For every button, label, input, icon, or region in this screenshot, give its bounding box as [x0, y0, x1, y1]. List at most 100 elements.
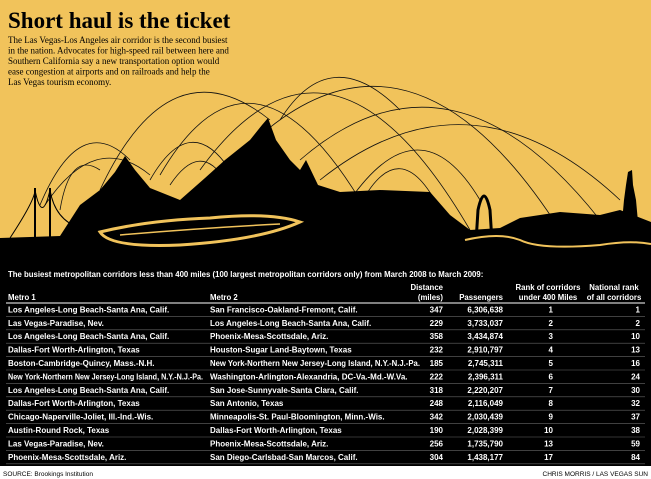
table-cell: 30	[631, 386, 640, 395]
column-header: Metro 1	[8, 293, 36, 302]
arcs	[39, 77, 621, 231]
table-cell: Dallas-Fort Worth-Arlington, Texas	[8, 346, 140, 355]
table-cell: Phoenix-Mesa-Scottsdale, Ariz.	[8, 453, 126, 462]
table-cell: 7	[549, 386, 554, 395]
table-cell: 358	[430, 332, 444, 341]
description-line: Southern California say a new transporta…	[8, 56, 220, 66]
table-cell: 10	[631, 332, 640, 341]
table-cell: 222	[430, 372, 444, 381]
table-cell: Chicago-Naperville-Joliet, Ill.-Ind.-Wis…	[8, 413, 153, 422]
table-cell: 1,735,790	[467, 439, 503, 448]
table-cell: 3,434,874	[467, 332, 503, 341]
table-cell: 2,116,049	[468, 399, 504, 408]
table-cell: 304	[430, 453, 444, 462]
description-line: in the nation. Advocates for high-speed …	[8, 46, 229, 56]
arch	[474, 194, 494, 243]
description: The Las Vegas-Los Angeles air corridor i…	[8, 35, 229, 87]
table-cell: 38	[631, 426, 640, 435]
table-cell: Dallas-Fort Worth-Arlington, Texas	[210, 426, 342, 435]
table-cell: 37	[631, 413, 640, 422]
column-header: Distance	[410, 283, 443, 292]
table-cell: Las Vegas-Paradise, Nev.	[8, 319, 104, 328]
table-cell: 59	[631, 439, 640, 448]
road	[97, 214, 305, 247]
silhouette	[0, 118, 651, 466]
table-cell: 84	[631, 453, 640, 462]
column-header: Rank of corridors	[516, 283, 582, 292]
column-header: Passengers	[459, 293, 503, 302]
table-cell: 13	[631, 346, 640, 355]
table-title: The busiest metropolitan corridors less …	[8, 270, 483, 279]
table-cell: 6	[549, 372, 554, 381]
table-cell: Phoenix-Mesa-Scottsdale, Ariz.	[210, 439, 328, 448]
table-cell: Minneapolis-St. Paul-Bloomington, Minn.-…	[210, 413, 385, 422]
table-cell: San Diego-Carlsbad-San Marcos, Calif.	[210, 453, 358, 462]
column-header: National rank	[589, 283, 639, 292]
table-cell: 2,030,439	[467, 413, 503, 422]
table-cell: 347	[430, 305, 444, 314]
table-cell: 342	[430, 413, 444, 422]
table-cell: 229	[430, 319, 444, 328]
table-cell: 3,733,037	[467, 319, 503, 328]
table-cell: New York-Northern New Jersey-Long Island…	[210, 359, 420, 368]
table-cell: 2,745,311	[468, 359, 504, 368]
table-cell: Los Angeles-Long Beach-Santa Ana, Calif.	[8, 305, 169, 314]
source: SOURCE: Brookings Institution	[3, 471, 93, 478]
table-cell: Los Angeles-Long Beach-Santa Ana, Calif.	[210, 319, 371, 328]
bridge	[9, 188, 81, 240]
description-line: Las Vegas tourism economy.	[8, 77, 111, 87]
column-header: Metro 2	[210, 293, 238, 302]
table-cell: 232	[430, 346, 444, 355]
table-cell: Houston-Sugar Land-Baytown, Texas	[210, 346, 352, 355]
table-cell: Washington-Arlington-Alexandria, DC-Va.-…	[210, 372, 407, 381]
table-cell: 2,220,207	[467, 386, 503, 395]
table-cell: 6,306,638	[467, 305, 503, 314]
description-line: ease congestion at airports and on railr…	[8, 67, 210, 77]
table-cell: 185	[430, 359, 444, 368]
table-cell: San Jose-Sunnyvale-Santa Clara, Calif.	[210, 386, 359, 395]
title: Short haul is the ticket	[8, 8, 231, 33]
table-cell: 1	[636, 305, 641, 314]
table-cell: 2	[636, 319, 641, 328]
statue	[622, 170, 638, 222]
table-cell: Boston-Cambridge-Quincy, Mass.-N.H.	[8, 359, 155, 368]
table-cell: Phoenix-Mesa-Scottsdale, Ariz.	[210, 332, 328, 341]
table-cell: 1,438,177	[467, 453, 503, 462]
table-cell: Dallas-Fort Worth-Arlington, Texas	[8, 399, 140, 408]
table-cell: 10	[544, 426, 553, 435]
table-cell: Las Vegas-Paradise, Nev.	[8, 439, 104, 448]
table-cell: 2,396,311	[468, 372, 504, 381]
table-cell: 248	[430, 399, 444, 408]
table-cell: 9	[549, 413, 554, 422]
table-cell: 2,028,399	[467, 426, 503, 435]
river	[464, 235, 651, 248]
table-cell: 32	[631, 399, 640, 408]
table: Metro 1 Metro 2 Distance(miles) Passengers R…	[6, 283, 645, 465]
table-cell: Austin-Round Rock, Texas	[8, 426, 110, 435]
table-cell: New York-Northern New Jersey-Long Island…	[8, 372, 203, 381]
table-cell: Los Angeles-Long Beach-Santa Ana, Calif.	[8, 386, 169, 395]
table-cell: Los Angeles-Long Beach-Santa Ana, Calif.	[8, 332, 169, 341]
train	[119, 223, 281, 236]
table-cell: 2	[549, 319, 554, 328]
table-cell: 256	[430, 439, 444, 448]
table-cell: 2,910,797	[467, 346, 503, 355]
column-header: under 400 Miles	[519, 293, 578, 302]
table-cell: 13	[544, 439, 553, 448]
table-cell: 16	[631, 359, 640, 368]
table-cell: San Antonio, Texas	[210, 399, 284, 408]
table-cell: 8	[549, 399, 554, 408]
table-cell: 4	[549, 346, 554, 355]
credit: CHRIS MORRIS / LAS VEGAS SUN	[543, 471, 649, 478]
table-cell: 1	[549, 305, 554, 314]
description-line: The Las Vegas-Los Angeles air corridor i…	[8, 35, 228, 45]
table-cell: 3	[549, 332, 554, 341]
table-cell: 5	[549, 359, 554, 368]
column-header: of all corridors	[587, 293, 642, 302]
table-cell: 318	[430, 386, 444, 395]
table-cell: San Francisco-Oakland-Fremont, Calif.	[210, 305, 358, 314]
table-cell: 17	[544, 453, 553, 462]
column-header: (miles)	[418, 293, 444, 302]
table-cell: 190	[430, 426, 444, 435]
